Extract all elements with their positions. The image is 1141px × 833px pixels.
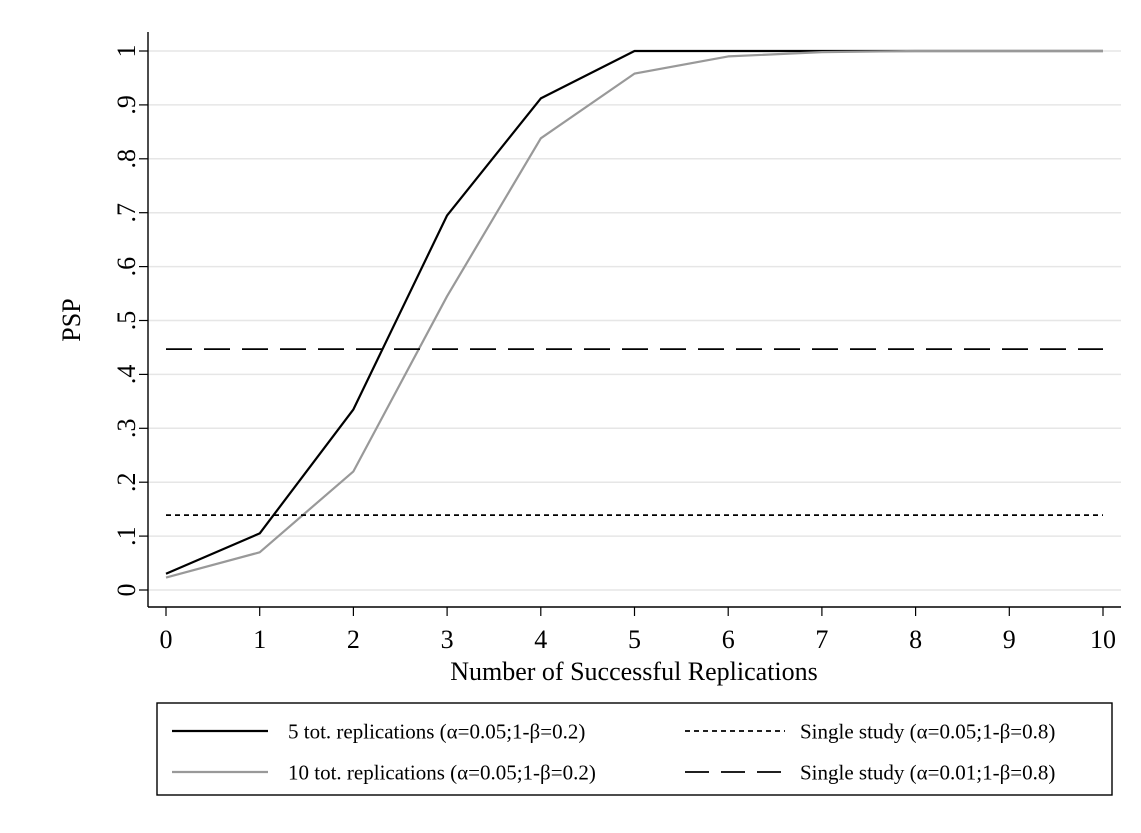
legend-label-4: Single study (α=0.01;1-β=0.8) bbox=[800, 760, 1055, 784]
x-tick-label: 6 bbox=[722, 625, 735, 654]
x-tick-label: 2 bbox=[347, 625, 360, 654]
x-axis-title: Number of Successful Replications bbox=[450, 657, 818, 686]
x-tick-label: 4 bbox=[534, 625, 547, 654]
y-tick-label: .2 bbox=[112, 472, 141, 492]
x-tick-label: 9 bbox=[1003, 625, 1016, 654]
x-tick-label: 7 bbox=[815, 625, 828, 654]
axes: 0.1.2.3.4.5.6.7.8.910 1 2 3 4 5 6 7 8 9 10 bbox=[112, 32, 1121, 654]
y-tick-label: .5 bbox=[112, 311, 141, 331]
series-line-2 bbox=[165, 49, 1103, 579]
legend-label-2: 10 tot. replications (α=0.05;1-β=0.2) bbox=[288, 760, 596, 784]
series-lines bbox=[165, 49, 1103, 579]
y-axis-title: PSP bbox=[57, 298, 86, 341]
y-tick-label: .3 bbox=[112, 419, 141, 439]
x-tick-label: 1 bbox=[253, 625, 266, 654]
legend-label-3: Single study (α=0.05;1-β=0.8) bbox=[800, 719, 1055, 743]
y-tick-label: .6 bbox=[112, 257, 141, 277]
x-tick-label: 8 bbox=[909, 625, 922, 654]
y-tick-label: .7 bbox=[112, 203, 141, 223]
x-tick-label: 5 bbox=[628, 625, 641, 654]
legend-label-1: 5 tot. replications (α=0.05;1-β=0.2) bbox=[288, 719, 585, 743]
y-tick-label: .8 bbox=[112, 149, 141, 169]
legend: 5 tot. replications (α=0.05;1-β=0.2) 10 t… bbox=[156, 702, 1113, 796]
y-tick-label: .1 bbox=[112, 526, 141, 546]
y-tick-label: 0 bbox=[112, 584, 141, 597]
y-tick-label: 1 bbox=[112, 45, 141, 58]
legend-box bbox=[156, 702, 1113, 796]
x-tick-label: 0 bbox=[160, 625, 173, 654]
x-tick-label: 10 bbox=[1090, 625, 1116, 654]
y-tick-label: .4 bbox=[112, 365, 141, 385]
y-tick-label: .9 bbox=[112, 95, 141, 115]
x-tick-label: 3 bbox=[441, 625, 454, 654]
